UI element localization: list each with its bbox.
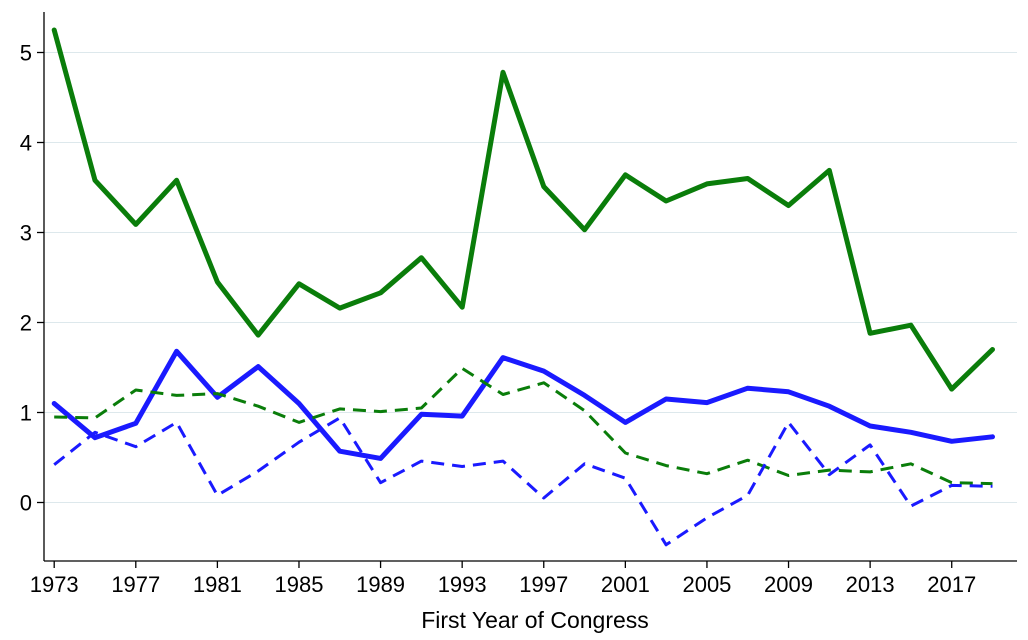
y-ticks: 0 1 2 3 4 5 [20, 41, 44, 516]
x-tick-label: 1985 [275, 572, 324, 597]
grid-lines [44, 52, 1017, 503]
x-tick-label: 2001 [601, 572, 650, 597]
x-tick-label: 2009 [764, 572, 813, 597]
x-tick-label: 2017 [927, 572, 976, 597]
series-lines [51, 27, 995, 547]
y-tick-label: 4 [20, 131, 32, 156]
y-tick-label: 2 [20, 311, 32, 336]
series-line-3 [54, 366, 993, 486]
x-tick-label: 2005 [682, 572, 731, 597]
x-axis-title: First Year of Congress [421, 607, 649, 633]
x-tick-label: 1993 [438, 572, 487, 597]
x-tick-label: 1989 [356, 572, 405, 597]
series-line-2 [51, 348, 995, 461]
y-tick-label: 1 [20, 401, 32, 426]
x-tick-label: 1973 [30, 572, 79, 597]
y-tick-label: 0 [20, 491, 32, 516]
x-tick-label: 2013 [846, 572, 895, 597]
x-tick-label: 1981 [193, 572, 242, 597]
x-tick-label: 1977 [111, 572, 160, 597]
y-tick-label: 3 [20, 221, 32, 246]
axes [43, 12, 1017, 562]
y-tick-label: 5 [20, 41, 32, 66]
series-line-1 [51, 27, 995, 392]
x-ticks: 1973 1977 1981 1985 1989 1993 1997 2001 2005 2009… [30, 561, 976, 597]
series-line-4 [53, 416, 993, 547]
x-tick-label: 1997 [519, 572, 568, 597]
